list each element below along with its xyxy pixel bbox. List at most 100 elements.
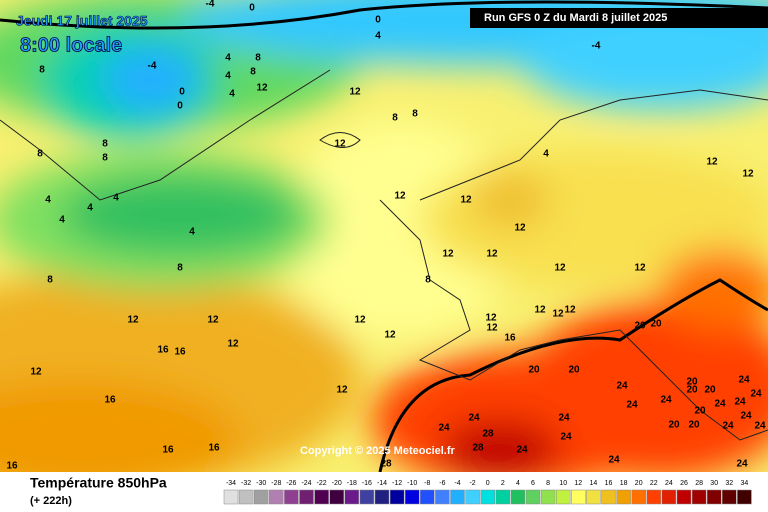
legend-label: 2: [501, 480, 505, 487]
contour-label: 4: [87, 203, 93, 214]
contour-label: 16: [162, 445, 174, 456]
contour-label: 20: [668, 420, 680, 431]
contour-label: 8: [39, 65, 45, 76]
legend-swatch: [676, 489, 692, 505]
legend-swatch: [299, 489, 314, 505]
legend-label: -22: [317, 480, 327, 487]
contour-label: 28: [472, 443, 484, 454]
contour-label: -4: [148, 61, 157, 72]
contour-label: 12: [394, 191, 406, 202]
legend-swatch: [601, 489, 616, 505]
contour-label: 24: [558, 413, 570, 424]
legend-swatch: [525, 489, 541, 505]
legend-swatch: [540, 489, 556, 505]
legend: -34 -32 -30 -28 -26 -24 -22 -20 -18 -16 -14 -12 -10-…: [223, 480, 752, 505]
contour-label: 8: [392, 113, 398, 124]
contour-label: 12: [742, 169, 754, 180]
legend-swatch: [389, 489, 405, 505]
legend-swatch: [631, 489, 646, 505]
contour-label: 12: [486, 323, 498, 334]
legend-label: -26: [286, 480, 296, 487]
legend-swatch: [253, 489, 269, 505]
contour-label: 8: [177, 263, 183, 274]
legend-label: 34: [741, 480, 749, 487]
contour-label: 0: [179, 87, 185, 98]
contour-label: 24: [438, 423, 450, 434]
legend-label: 30: [710, 480, 718, 487]
legend-label: 6: [531, 480, 535, 487]
contour-label: 20: [686, 377, 698, 388]
legend-swatch: [480, 489, 495, 505]
contour-label: 12: [349, 87, 361, 98]
contour-label: 16: [6, 461, 18, 472]
contour-label: 12: [127, 315, 139, 326]
legend-swatch: [646, 489, 662, 505]
legend-swatch: [661, 489, 677, 505]
legend-label: 16: [605, 480, 613, 487]
contour-label: 24: [740, 411, 752, 422]
legend-swatch: [284, 489, 299, 505]
contour-label: 12: [706, 157, 718, 168]
contour-label: 8: [425, 275, 431, 286]
legend-label: 22: [650, 480, 658, 487]
contour-label: 0: [249, 3, 255, 14]
legend-swatch: [571, 489, 586, 505]
contour-label: 12: [384, 330, 396, 341]
legend-label: -32: [241, 480, 251, 487]
contour-label: 16: [174, 347, 186, 358]
contour-label: 20: [686, 385, 698, 396]
legend-swatch: [420, 489, 435, 505]
contour-label: 24: [714, 399, 726, 410]
contour-label: 8: [47, 275, 53, 286]
contour-label: 20: [568, 365, 580, 376]
map: Run GFS 0 Z du Mardi 8 juillet 2025 Jeud…: [0, 0, 768, 472]
contour-label: 24: [516, 445, 528, 456]
legend-swatch: [435, 489, 450, 505]
legend-label: -20: [332, 480, 342, 487]
legend-swatch: [374, 489, 390, 505]
legend-swatch: [706, 489, 722, 505]
legend-label: 14: [590, 480, 598, 487]
valid-date: Jeudi 17 juillet 2025: [16, 13, 148, 29]
legend-swatch: [359, 489, 375, 505]
contour-label: 0: [177, 101, 183, 112]
contour-label: 12: [634, 263, 646, 274]
contour-label: 12: [552, 309, 564, 320]
legend-swatch: [329, 489, 344, 505]
legend-swatch: [616, 489, 631, 505]
contour-label: 12: [207, 315, 219, 326]
contour-label: 24: [626, 400, 638, 411]
contour-label: 12: [256, 83, 268, 94]
contour-label: 12: [460, 195, 472, 206]
contour-label: 8: [37, 149, 43, 160]
legend-swatch: [737, 489, 752, 505]
legend-swatch: [510, 489, 526, 505]
legend-swatch: [555, 489, 571, 505]
contour-label: 12: [564, 305, 576, 316]
contour-label: 28: [482, 429, 494, 440]
legend-label: 4: [516, 480, 520, 487]
contour-label: 16: [504, 333, 516, 344]
legend-label: 10: [559, 480, 567, 487]
contour-label: 24: [560, 432, 572, 443]
contour-label: 12: [514, 223, 526, 234]
legend-label: -34: [226, 480, 236, 487]
contour-label: 20: [650, 319, 662, 330]
legend-swatch: [404, 489, 420, 505]
contour-label: 24: [468, 413, 480, 424]
legend-label: -30: [256, 480, 266, 487]
contour-label: 4: [59, 215, 65, 226]
contour-label: 16: [157, 345, 169, 356]
legend-label: 24: [665, 480, 673, 487]
legend-label: -16: [362, 480, 372, 487]
contour-label: 12: [354, 315, 366, 326]
contour-label: 4: [229, 89, 235, 100]
legend-label: -10: [407, 480, 417, 487]
legend-label: -2: [469, 480, 475, 487]
contour-label: 24: [754, 421, 766, 432]
contour-label: 28: [380, 459, 392, 470]
legend-label: -4: [454, 480, 460, 487]
